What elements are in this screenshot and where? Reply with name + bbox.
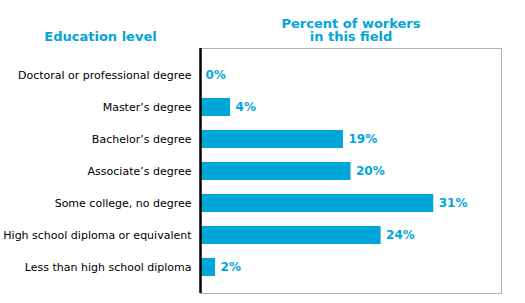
- svg-text:Less than high school diploma: Less than high school diploma: [25, 261, 192, 274]
- svg-text:24%: 24%: [386, 228, 415, 242]
- svg-text:0%: 0%: [206, 68, 226, 82]
- svg-text:Some college, no degree: Some college, no degree: [55, 197, 192, 210]
- svg-text:High school diploma or equival: High school diploma or equivalent: [3, 229, 192, 242]
- svg-text:2%: 2%: [221, 260, 241, 274]
- svg-text:Associate’s degree: Associate’s degree: [88, 165, 192, 178]
- svg-text:Education level: Education level: [44, 29, 156, 44]
- svg-text:20%: 20%: [356, 164, 385, 178]
- svg-text:31%: 31%: [439, 196, 468, 210]
- svg-text:Percent of workersin this fiel: Percent of workersin this field: [281, 16, 420, 44]
- svg-text:Master’s degree: Master’s degree: [103, 101, 192, 114]
- svg-text:Doctoral or professional degre: Doctoral or professional degree: [18, 69, 192, 82]
- svg-text:Bachelor’s degree: Bachelor’s degree: [92, 133, 192, 146]
- svg-text:4%: 4%: [236, 100, 256, 114]
- svg-text:19%: 19%: [348, 132, 377, 146]
